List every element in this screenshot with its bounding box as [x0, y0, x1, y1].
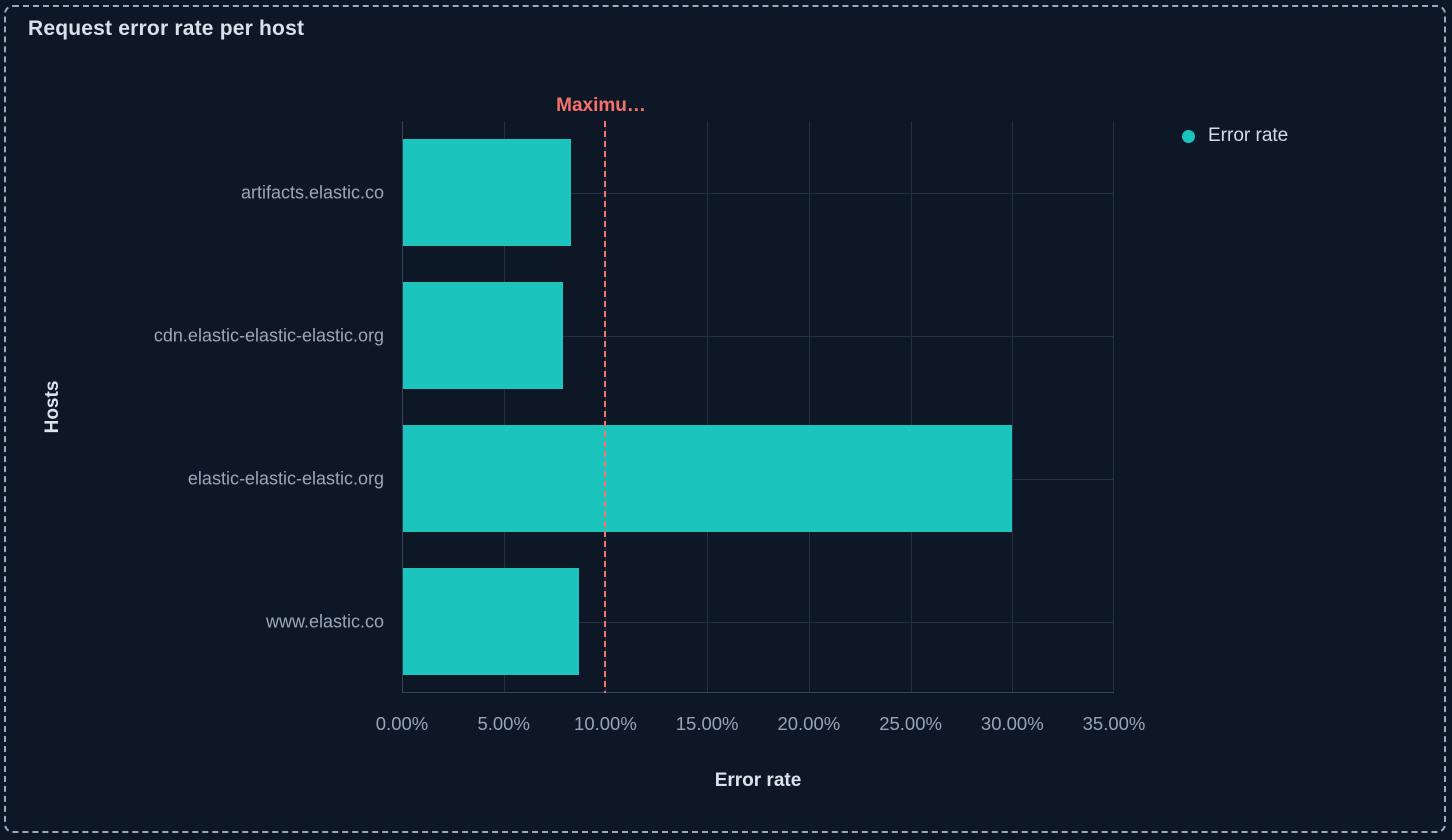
x-tick-label: 25.00%: [879, 713, 942, 734]
x-axis-title: Error rate: [714, 770, 802, 791]
x-gridline: [503, 121, 505, 693]
x-tick-label: 10.00%: [574, 713, 637, 734]
bar-artifacts.elastic.co[interactable]: [402, 139, 571, 246]
x-axis-line: [402, 692, 1114, 693]
y-gridline: [402, 622, 1114, 623]
y-axis-line: [402, 121, 403, 693]
x-gridline: [707, 121, 709, 693]
x-tick-label: 20.00%: [777, 713, 841, 734]
plot-area: [402, 121, 1114, 693]
y-gridline: [402, 193, 1114, 194]
x-gridline: [808, 121, 810, 693]
x-tick-label: 15.00%: [675, 713, 739, 734]
y-category-label: elastic-elastic-elastic.org: [187, 468, 384, 489]
x-tick-label: 30.00%: [980, 713, 1044, 734]
bar-elastic-elastic-elastic.org[interactable]: [402, 425, 1013, 532]
legend-item-label: Error rate: [1208, 125, 1289, 146]
bar-cdn.elastic-elastic-elastic.org[interactable]: [402, 282, 563, 389]
y-axis-category-labels: artifacts.elastic.co cdn.elastic-elastic-…: [0, 121, 384, 693]
x-tick-label: 0.00%: [375, 713, 429, 734]
x-axis-tick-labels: 0.00% 5.00% 10.00% 15.00% 20.00% 25.00% 30.00%…: [376, 713, 1146, 739]
y-category-label: cdn.elastic-elastic-elastic.org: [153, 325, 384, 346]
x-tick-label: 5.00%: [477, 713, 530, 734]
bar-www.elastic.co[interactable]: [402, 568, 579, 675]
x-gridline: [1113, 121, 1114, 693]
y-category-label: www.elastic.co: [265, 611, 384, 632]
dashboard-panel: [4, 5, 1446, 833]
legend-item-error-rate[interactable]: Error rate: [1182, 125, 1288, 147]
threshold-line: [604, 121, 607, 693]
x-gridline: [1012, 121, 1014, 693]
legend-color-dot-icon: [1182, 129, 1195, 143]
x-gridline: [910, 121, 912, 693]
x-tick-label: 35.00%: [1082, 713, 1146, 734]
panel-title: Request error rate per host: [28, 17, 305, 40]
y-gridline: [402, 336, 1114, 337]
threshold-label: Maximu…: [556, 95, 646, 116]
y-category-label: artifacts.elastic.co: [240, 182, 384, 203]
legend: Error rate: [1182, 125, 1288, 147]
